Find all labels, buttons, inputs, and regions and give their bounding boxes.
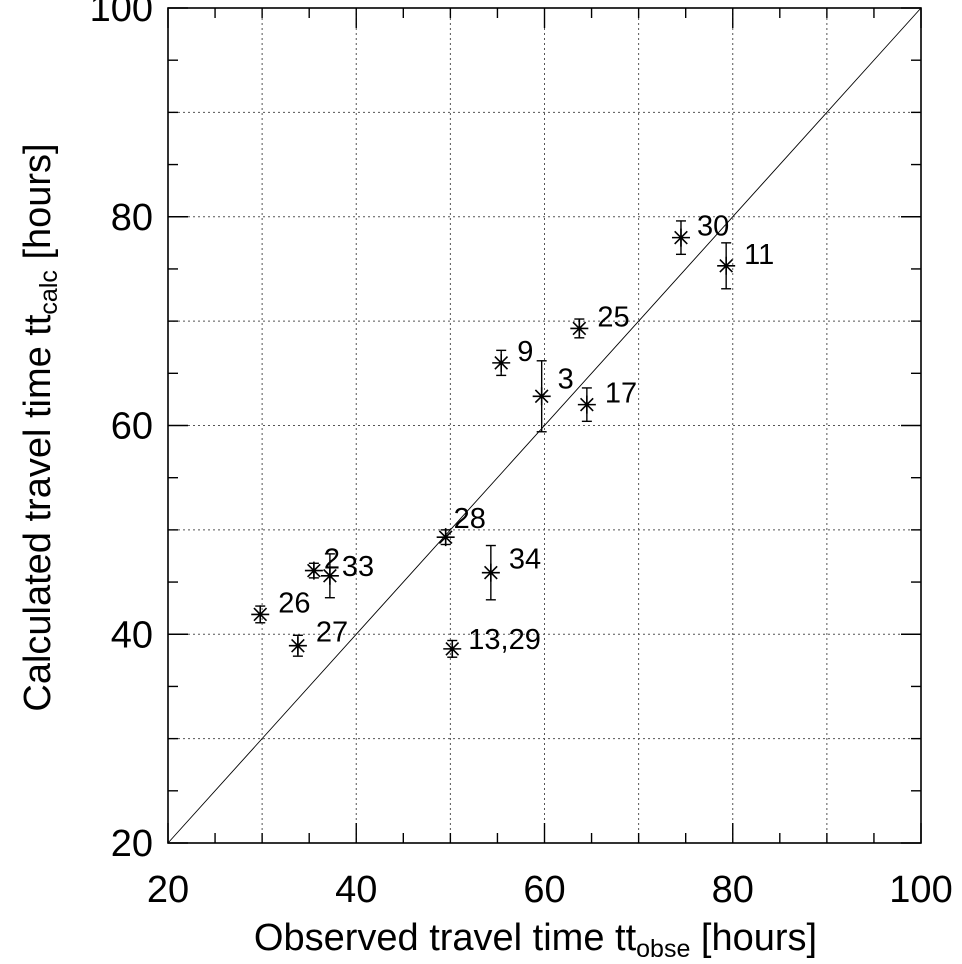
y-tick-label: 100 xyxy=(90,0,153,30)
point-label: 3 xyxy=(558,363,574,395)
data-point: 13,29 xyxy=(443,624,541,658)
y-tick-label: 80 xyxy=(111,197,153,239)
data-point: 25 xyxy=(570,301,630,339)
point-label: 30 xyxy=(697,211,729,243)
x-tick-label: 20 xyxy=(147,869,189,911)
x-tick-label: 60 xyxy=(523,869,565,911)
asterisk-marker xyxy=(251,605,270,624)
point-label: 33 xyxy=(342,551,374,583)
x-tick-label: 80 xyxy=(712,869,754,911)
data-point: 17 xyxy=(577,378,637,423)
data-point: 28 xyxy=(436,503,486,547)
asterisk-marker xyxy=(436,528,455,547)
data-point: 30 xyxy=(671,211,729,256)
grid xyxy=(168,8,921,843)
y-tick-label: 20 xyxy=(111,823,153,865)
point-label: 13,29 xyxy=(468,624,541,656)
asterisk-marker xyxy=(492,353,511,372)
asterisk-marker xyxy=(532,387,551,406)
plot-frame xyxy=(167,7,922,844)
data-point: 2 xyxy=(304,544,340,580)
data-point: 33 xyxy=(320,551,374,599)
x-tick-labels: 20 40 60 80 100 xyxy=(147,869,953,911)
point-label: 34 xyxy=(509,544,541,576)
identity-line xyxy=(167,7,922,844)
data-point: 3 xyxy=(532,360,574,433)
y-tick-label: 60 xyxy=(111,406,153,448)
asterisk-marker xyxy=(671,228,690,247)
point-label: 11 xyxy=(744,239,774,271)
point-label: 17 xyxy=(605,378,637,410)
x-tick-label: 40 xyxy=(335,869,377,911)
asterisk-marker xyxy=(577,395,596,414)
point-label: 26 xyxy=(278,587,310,619)
point-label: 2 xyxy=(324,544,340,576)
point-label: 28 xyxy=(454,503,486,535)
y-tick-labels: 20 40 60 80 100 xyxy=(90,0,153,865)
data-point: 34 xyxy=(481,544,541,601)
data-point: 26 xyxy=(251,587,311,624)
x-axis-label: Observed travel time ttobse [hours] xyxy=(254,917,817,963)
data-point: 27 xyxy=(288,617,348,657)
data-point: 9 xyxy=(492,336,533,377)
data-point: 11 xyxy=(717,239,774,290)
y-tick-label: 40 xyxy=(111,614,153,656)
asterisk-marker xyxy=(481,563,500,582)
point-label: 27 xyxy=(316,617,348,649)
asterisk-marker xyxy=(443,639,462,658)
point-label: 9 xyxy=(517,336,533,368)
y-axis-label: Calculated travel time ttcalc [hours] xyxy=(17,143,63,711)
asterisk-marker xyxy=(570,319,589,338)
asterisk-marker xyxy=(320,566,339,585)
x-tick-label: 100 xyxy=(889,869,952,911)
asterisk-marker xyxy=(717,256,736,275)
asterisk-marker xyxy=(288,636,307,655)
asterisk-marker xyxy=(304,561,323,580)
point-label: 25 xyxy=(597,301,629,333)
